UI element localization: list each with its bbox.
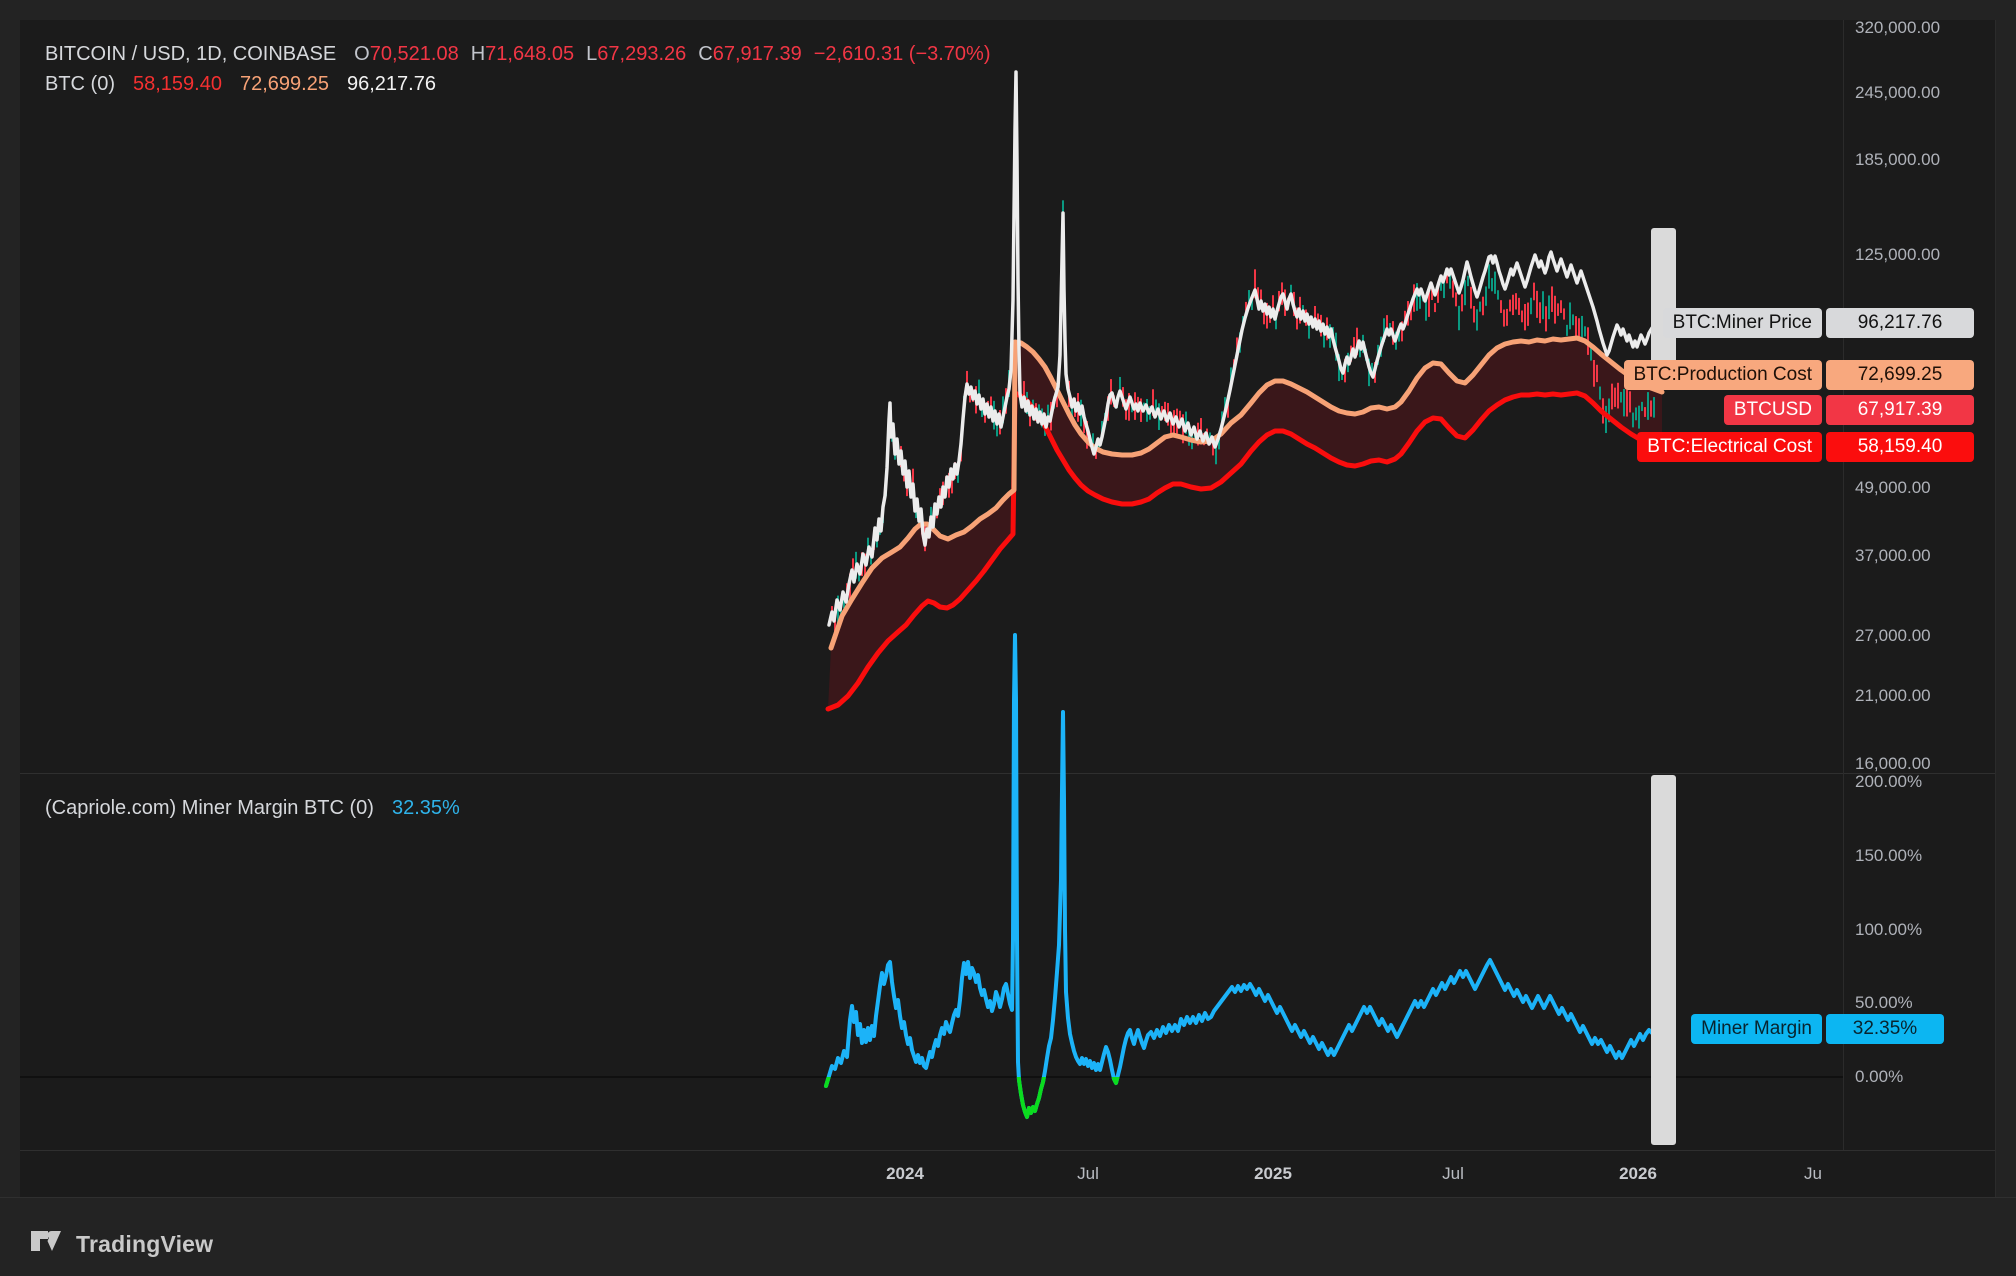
price-axis-tick[interactable]: 37,000.00 — [1855, 546, 1931, 565]
high-label: H — [470, 43, 486, 65]
price-scale-divider[interactable] — [1843, 20, 1844, 1150]
margin-axis-tick[interactable]: 150.00% — [1855, 846, 1923, 865]
series-name-tag: BTCUSD — [1723, 395, 1822, 425]
low-value: 67,293.26 — [597, 43, 687, 65]
close-label: C — [698, 43, 713, 65]
series-value-tag: 67,917.39 — [1826, 395, 1974, 425]
time-axis-tick[interactable]: Jul — [1442, 1164, 1464, 1183]
margin-axis-tick[interactable]: 50.00% — [1855, 993, 1913, 1012]
highlight-bar — [1651, 775, 1676, 1145]
margin-axis-tick[interactable]: 0.00% — [1855, 1067, 1904, 1086]
price-axis-tick[interactable]: 21,000.00 — [1855, 686, 1931, 705]
margin-axis-tick[interactable]: 200.00% — [1855, 772, 1923, 791]
pane-right-edge — [1995, 20, 1996, 1197]
time-axis-tick[interactable]: Ju — [1804, 1164, 1822, 1183]
miner-margin-line-negative — [824, 1077, 1120, 1119]
miner-margin-line[interactable] — [824, 633, 1663, 1119]
series-name-tag: BTC:Miner Price — [1662, 308, 1822, 338]
time-axis-tick[interactable]: 2026 — [1619, 1164, 1657, 1183]
series-value-tag: 96,217.76 — [1826, 308, 1974, 338]
high-value: 71,648.05 — [485, 43, 575, 65]
series-value-tag: 72,699.25 — [1826, 360, 1974, 390]
price-axis-tick[interactable]: 27,000.00 — [1855, 626, 1931, 645]
margin-legend: (Capriole.com) Miner Margin BTC (0) 32.35… — [45, 794, 460, 822]
miner-price-value: 96,217.76 — [346, 73, 436, 95]
price-axis-tick[interactable]: 245,000.00 — [1855, 83, 1941, 102]
pane-divider[interactable] — [20, 773, 1995, 774]
series-name-tag: BTC:Electrical Cost — [1637, 432, 1822, 462]
tradingview-logo-text: TradingView — [76, 1230, 214, 1257]
close-value: 67,917.39 — [712, 43, 802, 65]
price-axis-tick[interactable]: 16,000.00 — [1855, 754, 1931, 773]
chart-bottom-divider — [0, 1197, 2016, 1198]
time-axis-tick[interactable]: 2024 — [886, 1164, 924, 1183]
open-label: O — [354, 43, 370, 65]
tradingview-logo-icon — [31, 1231, 61, 1251]
time-axis-strip[interactable] — [20, 1151, 1995, 1197]
margin-axis-tick[interactable]: 100.00% — [1855, 920, 1923, 939]
production-cost-line[interactable] — [828, 335, 1665, 651]
series-value-tag: 58,159.40 — [1826, 432, 1974, 462]
symbol-title[interactable]: BITCOIN / USD, 1D, COINBASE — [45, 43, 337, 65]
production-cost-value: 72,699.25 — [239, 73, 329, 95]
low-label: L — [586, 43, 598, 65]
series-name-tag: Miner Margin — [1691, 1014, 1822, 1044]
electrical-cost-value: 58,159.40 — [133, 73, 222, 95]
time-axis-divider — [20, 1150, 1995, 1151]
miner-price-line[interactable] — [827, 70, 1663, 627]
margin-indicator-name[interactable]: (Capriole.com) Miner Margin BTC (0) — [45, 797, 374, 819]
open-value: 70,521.08 — [369, 43, 459, 65]
change-value: −2,610.31 (−3.70%) — [813, 43, 991, 65]
indicator-values-row: BTC (0) 58,159.40 72,699.25 96,217.76 — [45, 69, 991, 99]
price-axis-tick[interactable]: 125,000.00 — [1855, 245, 1941, 264]
price-axis-tick[interactable]: 320,000.00 — [1855, 18, 1941, 37]
time-axis-tick[interactable]: Jul — [1077, 1164, 1099, 1183]
series-name-tag: BTC:Production Cost — [1623, 360, 1822, 390]
electrical-cost-line[interactable] — [825, 390, 1665, 712]
margin-indicator-value: 32.35% — [391, 797, 460, 819]
ohlc-row: BITCOIN / USD, 1D, COINBASE O70,521.08 H71… — [45, 39, 991, 69]
time-axis-tick[interactable]: 2025 — [1254, 1164, 1292, 1183]
symbol-legend: BITCOIN / USD, 1D, COINBASE O70,521.08 H71… — [45, 39, 991, 99]
indicator-name[interactable]: BTC (0) — [45, 73, 115, 95]
price-axis-tick[interactable]: 185,000.00 — [1855, 150, 1941, 169]
price-axis-tick[interactable]: 49,000.00 — [1855, 478, 1931, 497]
tradingview-logo[interactable]: TradingView — [30, 1229, 213, 1259]
series-value-tag: 32.35% — [1826, 1014, 1944, 1044]
